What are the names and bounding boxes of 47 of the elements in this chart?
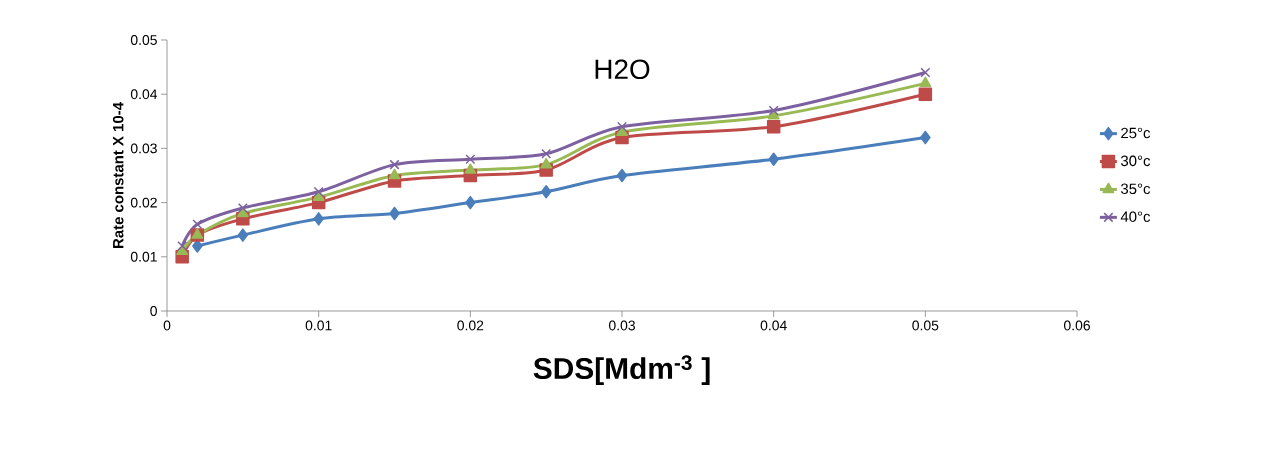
x-tick-label: 0.02 [457, 320, 484, 331]
legend-label: 25°c [1121, 127, 1151, 139]
x-tick-label: 0 [163, 320, 171, 331]
point [313, 212, 324, 226]
point [540, 157, 553, 169]
point [920, 130, 931, 145]
point [389, 159, 400, 170]
point [388, 168, 401, 180]
point [313, 186, 324, 197]
point [766, 119, 781, 134]
point [767, 109, 780, 120]
point [192, 239, 203, 253]
point [389, 206, 400, 221]
x-axis-title: SDS[Mdm$^{-3}$ ] [533, 355, 710, 386]
point [768, 152, 779, 166]
point [540, 185, 552, 199]
x-tick-label: 0.05 [912, 320, 939, 331]
legend-label: 30°c [1120, 155, 1151, 167]
point [919, 76, 932, 88]
point [192, 219, 203, 230]
x-tick-label: 0.06 [1063, 320, 1090, 331]
y-tick-label: 0.01 [130, 251, 157, 262]
point [918, 87, 933, 101]
point [920, 67, 931, 78]
text: H2O [595, 59, 650, 80]
y-tick-label: 0.03 [130, 143, 157, 154]
point [768, 105, 779, 116]
point [465, 154, 476, 165]
point [465, 195, 476, 210]
point [237, 228, 249, 242]
point [177, 240, 188, 251]
point [541, 148, 552, 159]
y-tick-label: 0.05 [130, 35, 157, 45]
point [616, 168, 628, 183]
y-tick-label: 0.04 [130, 89, 158, 100]
x-tick-label: 0.01 [305, 320, 332, 331]
point [464, 163, 477, 174]
point [617, 121, 628, 132]
legend-label: 40°c [1120, 211, 1151, 222]
y-tick-label: 0 [150, 306, 157, 316]
legend-label: 35°c [1120, 183, 1151, 195]
x-tick-label: 0.03 [608, 320, 635, 331]
x-tick-label: 0.04 [760, 320, 787, 331]
point [237, 203, 248, 213]
point [616, 125, 628, 136]
y-axis-title: Rate constant X 10-4 [112, 102, 124, 248]
y-tick-label: 0.02 [130, 197, 157, 208]
